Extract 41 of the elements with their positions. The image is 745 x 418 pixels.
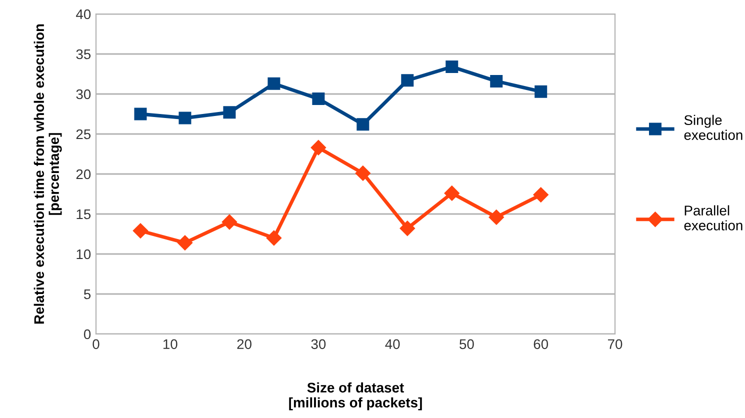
y-tick-label: 10 — [76, 249, 91, 260]
point — [266, 230, 282, 246]
y-tick-label: 15 — [76, 209, 91, 220]
x-tick-label: 0 — [92, 339, 100, 350]
x-tick-label: 10 — [163, 339, 178, 350]
y-tick-label: 5 — [84, 289, 91, 300]
point — [444, 186, 460, 201]
point — [310, 140, 326, 156]
x-tick-label: 70 — [608, 339, 622, 350]
point — [534, 85, 548, 98]
point — [533, 187, 548, 202]
x-tick-label: 50 — [460, 339, 474, 350]
legend-label: Single execution — [684, 114, 742, 140]
x-tick-label: 20 — [237, 339, 252, 350]
point — [400, 220, 415, 236]
x-tick-label: 60 — [534, 339, 548, 350]
point — [312, 92, 325, 106]
point — [490, 74, 503, 88]
x-axis-title: Size of dataset [millions of packets] — [289, 382, 422, 410]
point — [401, 74, 414, 87]
point — [488, 210, 504, 225]
y-tick-label: 40 — [76, 9, 91, 20]
point — [223, 106, 236, 119]
point — [355, 166, 370, 181]
point — [178, 112, 192, 124]
point — [222, 214, 238, 230]
point — [268, 77, 280, 90]
point — [132, 223, 148, 238]
point — [356, 118, 370, 131]
y-tick-label: 20 — [76, 169, 91, 180]
y-tick-label: 30 — [76, 89, 91, 100]
x-tick-label: 30 — [311, 339, 326, 350]
point — [446, 60, 458, 74]
y-tick-label: 0 — [84, 329, 91, 340]
legend-label: Parallel execution — [684, 205, 742, 230]
y-axis-title: Relative execution time from whole execution [percentage] — [34, 24, 62, 324]
point — [177, 235, 193, 250]
x-tick-label: 40 — [385, 339, 400, 350]
y-tick-label: 25 — [76, 129, 91, 140]
point — [134, 108, 147, 120]
y-tick-label: 35 — [76, 49, 91, 60]
